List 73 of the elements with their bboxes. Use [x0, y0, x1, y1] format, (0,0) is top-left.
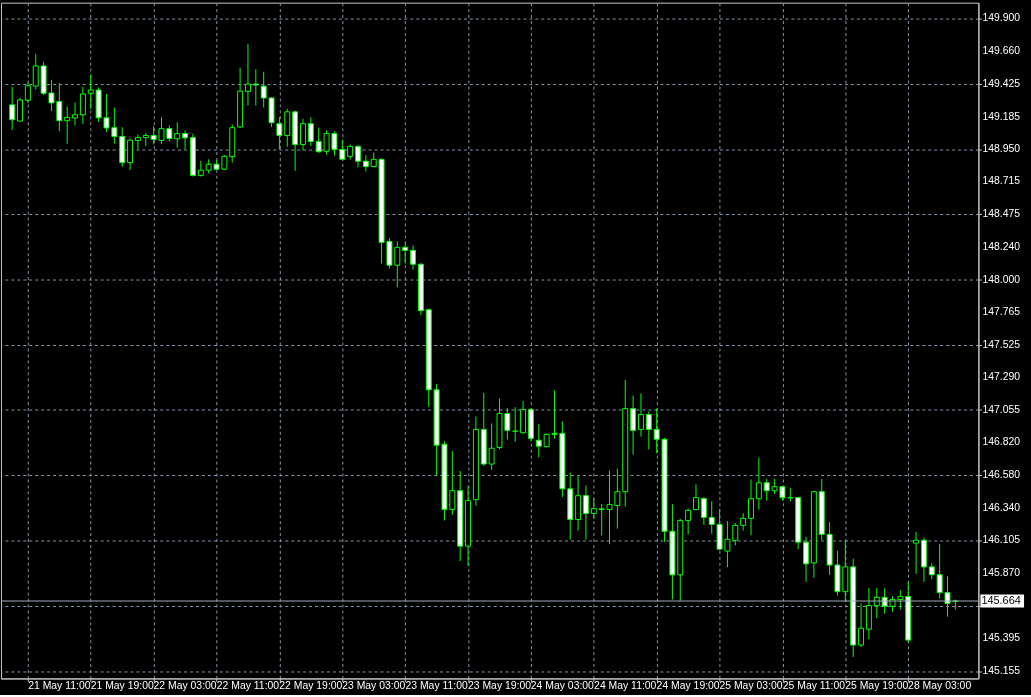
y-tick-label: 148.475: [982, 208, 1021, 220]
candlestick: [64, 106, 71, 145]
y-tick-label: 149.185: [982, 110, 1021, 122]
x-tick-label: 21 May 11:00: [28, 680, 91, 692]
y-tick-label: 146.580: [982, 469, 1021, 481]
candlestick: [300, 118, 306, 151]
candlestick: [9, 86, 16, 131]
y-tick-label: 146.820: [982, 436, 1021, 448]
candlestick: [693, 483, 699, 512]
candlestick: [685, 508, 692, 535]
candlestick: [630, 395, 637, 455]
candlestick: [134, 134, 141, 150]
candlestick: [182, 129, 189, 150]
x-tick-label: 22 May 03:00: [153, 680, 217, 692]
x-tick-label: 24 May 11:00: [594, 680, 657, 692]
x-tick-label: 22 May 19:00: [279, 680, 343, 692]
candlestick: [355, 144, 361, 169]
candlestick: [637, 393, 644, 438]
y-tick-label: 148.715: [982, 175, 1021, 187]
x-tick-label: 23 May 03:00: [342, 680, 406, 692]
candlestick: [865, 587, 872, 640]
y-tick-label: 148.240: [982, 240, 1021, 252]
candlestick: [410, 244, 417, 270]
candlestick: [700, 496, 707, 526]
candlestick: [748, 478, 754, 536]
candlestick: [127, 138, 134, 171]
candlestick: [755, 457, 762, 511]
y-tick-label: 148.950: [982, 143, 1021, 155]
y-tick-label: 146.340: [982, 502, 1021, 514]
y-tick-label: 145.155: [982, 664, 1021, 676]
x-tick-label: 25 May 19:00: [845, 680, 909, 692]
candlestick: [582, 485, 589, 541]
x-tick-label: 24 May 03:00: [530, 680, 595, 692]
y-tick-label: 145.870: [982, 566, 1021, 578]
y-tick-label: 148.000: [982, 273, 1021, 285]
candlestick: [590, 497, 597, 520]
x-tick-label: 25 May 11:00: [782, 680, 846, 692]
candlestick: [535, 423, 542, 458]
x-tick-label: 24 May 19:00: [656, 680, 720, 692]
candlestick: [512, 406, 519, 443]
candlestick: [307, 116, 314, 147]
candlestick: [252, 68, 259, 107]
ref-line-label: 145.664: [981, 593, 1021, 606]
candlestick: [244, 43, 251, 107]
x-tick-label: 25 May 03:00: [719, 680, 783, 692]
candlestick: [858, 602, 865, 648]
y-tick-label: 149.425: [982, 77, 1021, 89]
x-tick-label: 22 May 11:00: [216, 680, 280, 692]
x-tick-label: 28 May 03:00: [908, 680, 972, 692]
candlestick: [520, 400, 527, 435]
candlestick: [402, 242, 409, 265]
y-tick-label: 145.395: [982, 631, 1021, 643]
y-tick-label: 147.765: [982, 306, 1021, 318]
y-tick-label: 149.900: [982, 12, 1021, 24]
y-tick-label: 147.055: [982, 403, 1021, 415]
candlestick: [740, 512, 747, 532]
y-tick-label: 146.105: [982, 534, 1021, 546]
x-tick-label: 21 May 19:00: [90, 680, 154, 692]
y-tick-label: 147.525: [982, 339, 1021, 351]
x-tick-label: 23 May 19:00: [467, 680, 532, 692]
y-tick-label: 149.660: [982, 45, 1021, 57]
candlestick: [79, 86, 86, 125]
x-tick-label: 23 May 11:00: [405, 680, 468, 692]
candlestick: [362, 154, 369, 173]
candlestick: [17, 97, 23, 123]
candlestick: [645, 411, 652, 450]
candlestick: [24, 81, 31, 104]
candlestick: [72, 102, 79, 126]
y-tick-label: 147.290: [982, 371, 1021, 383]
candlestick: [174, 121, 181, 149]
candlestick: [575, 475, 582, 532]
candlestick: [803, 536, 810, 583]
candlestick: [913, 531, 920, 575]
